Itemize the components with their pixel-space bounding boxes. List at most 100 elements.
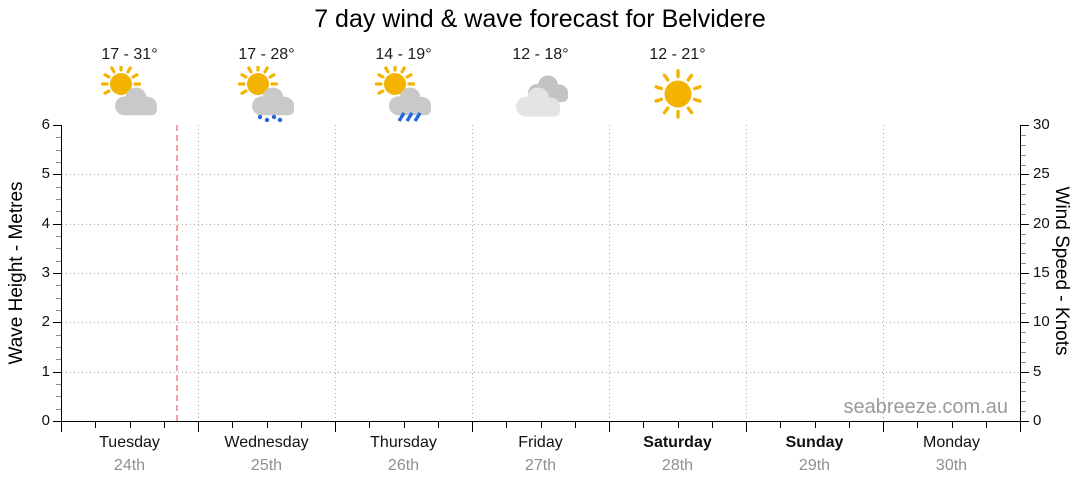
watermark: seabreeze.com.au <box>843 396 1008 418</box>
right-axis-tick-label: 10 <box>1033 313 1050 331</box>
left-axis-minor-tick <box>56 408 61 410</box>
right-axis-minor-tick <box>1021 342 1026 344</box>
right-axis-tick-label: 15 <box>1033 264 1050 281</box>
gridline-vertical <box>198 125 199 421</box>
right-axis-minor-tick <box>1021 194 1026 196</box>
x-axis-minor-tick <box>369 422 371 428</box>
right-axis-tick-label: 0 <box>1033 412 1042 429</box>
x-axis-date-label: 27th <box>524 457 557 474</box>
left-axis-minor-tick <box>56 149 61 151</box>
left-axis-minor-tick <box>56 162 61 163</box>
x-axis-minor-tick <box>917 422 919 428</box>
right-axis-minor-tick <box>1021 411 1026 413</box>
right-axis-tick-label: 25 <box>1033 165 1050 183</box>
left-axis-tick-label: 1 <box>41 362 50 380</box>
left-axis-tick <box>53 421 61 422</box>
right-axis-minor-tick <box>1021 282 1026 284</box>
temperature-range-label: 14 - 19° <box>375 46 432 63</box>
right-axis-tick-label: 5 <box>1033 362 1042 380</box>
x-axis-minor-tick <box>848 422 850 428</box>
x-axis-tick <box>335 422 336 432</box>
temperature-range-label: 12 - 21° <box>649 46 706 63</box>
right-axis-minor-tick <box>1021 292 1026 294</box>
left-axis-minor-tick <box>56 236 61 237</box>
left-axis-tick <box>53 174 61 176</box>
right-axis-tick <box>1021 322 1029 324</box>
x-axis-tick <box>1020 422 1021 432</box>
right-axis-minor-tick <box>1021 391 1026 393</box>
left-axis-tick <box>53 223 61 225</box>
left-axis-tick <box>53 371 61 373</box>
left-axis-tick-label: 2 <box>41 313 50 331</box>
right-axis-minor-tick <box>1021 351 1026 353</box>
gridline-vertical <box>746 125 747 421</box>
right-axis-minor-tick <box>1021 184 1026 186</box>
x-axis-minor-tick <box>232 422 234 428</box>
x-axis-day-label: Saturday <box>643 434 712 451</box>
gridline-horizontal <box>62 322 1019 324</box>
left-axis-tick <box>53 322 61 324</box>
gridline-horizontal <box>62 223 1019 225</box>
weather-icon-sun-cloud <box>100 63 160 122</box>
right-axis-tick <box>1021 371 1029 373</box>
left-axis-minor-tick <box>56 310 61 311</box>
x-axis-minor-tick <box>711 422 713 428</box>
gridline-vertical <box>472 125 473 421</box>
gridline-horizontal <box>62 174 1019 176</box>
x-axis-tick <box>61 422 62 432</box>
left-axis-tick-label: 6 <box>41 116 50 133</box>
left-axis-tick-label: 4 <box>41 214 50 232</box>
temperature-range-label: 17 - 28° <box>238 46 295 63</box>
right-axis-minor-tick <box>1021 263 1026 265</box>
x-axis-day-label: Monday <box>923 434 980 451</box>
left-axis-minor-tick <box>56 396 61 398</box>
bottom-axis-line <box>61 421 1021 422</box>
right-axis-minor-tick <box>1021 233 1026 235</box>
right-axis-minor-tick <box>1021 243 1026 245</box>
right-axis-minor-tick <box>1021 381 1026 383</box>
x-axis-minor-tick <box>780 422 782 428</box>
right-axis-minor-tick <box>1021 154 1026 156</box>
x-axis-tick <box>198 422 199 432</box>
gridline-horizontal <box>62 371 1019 373</box>
gridline-vertical <box>609 125 610 421</box>
left-axis-minor-tick <box>56 359 61 361</box>
x-axis-minor-tick <box>403 422 405 428</box>
left-axis-minor-tick <box>56 384 61 385</box>
right-axis-tick-label: 30 <box>1033 116 1050 133</box>
left-axis-minor-tick <box>56 297 61 299</box>
weather-icon-sun-cloud-rain <box>374 63 434 122</box>
x-axis-minor-tick <box>129 422 131 428</box>
right-axis-tick <box>1021 421 1029 422</box>
left-axis-minor-tick <box>56 285 61 287</box>
x-axis-minor-tick <box>540 422 542 428</box>
right-axis-minor-tick <box>1021 401 1026 403</box>
right-axis-minor-tick <box>1021 144 1026 146</box>
right-axis-tick <box>1021 125 1029 126</box>
x-axis-tick <box>746 422 747 432</box>
x-axis-minor-tick <box>266 422 268 428</box>
gridline-vertical <box>883 125 884 421</box>
x-axis-minor-tick <box>814 422 816 428</box>
left-axis-minor-tick <box>56 186 61 188</box>
x-axis-minor-tick <box>677 422 679 428</box>
weather-icon-cloudy <box>511 66 571 122</box>
x-axis-minor-tick <box>300 422 302 428</box>
right-axis-minor-tick <box>1021 312 1026 314</box>
gridline-horizontal <box>62 273 1019 274</box>
left-axis-line <box>61 125 62 422</box>
x-axis-day-label: Thursday <box>370 434 437 451</box>
x-axis-day-label: Tuesday <box>99 434 160 451</box>
x-axis-date-label: 26th <box>387 457 420 474</box>
x-axis-tick <box>609 422 610 432</box>
x-axis-date-label: 25th <box>250 457 283 474</box>
right-axis-minor-tick <box>1021 302 1026 304</box>
right-axis-minor-tick <box>1021 203 1026 205</box>
right-axis-tick-label: 20 <box>1033 214 1050 232</box>
x-axis-tick <box>883 422 884 432</box>
temperature-range-label: 12 - 18° <box>512 46 569 63</box>
left-axis-tick-label: 5 <box>41 165 50 183</box>
right-axis-tick <box>1021 223 1029 225</box>
